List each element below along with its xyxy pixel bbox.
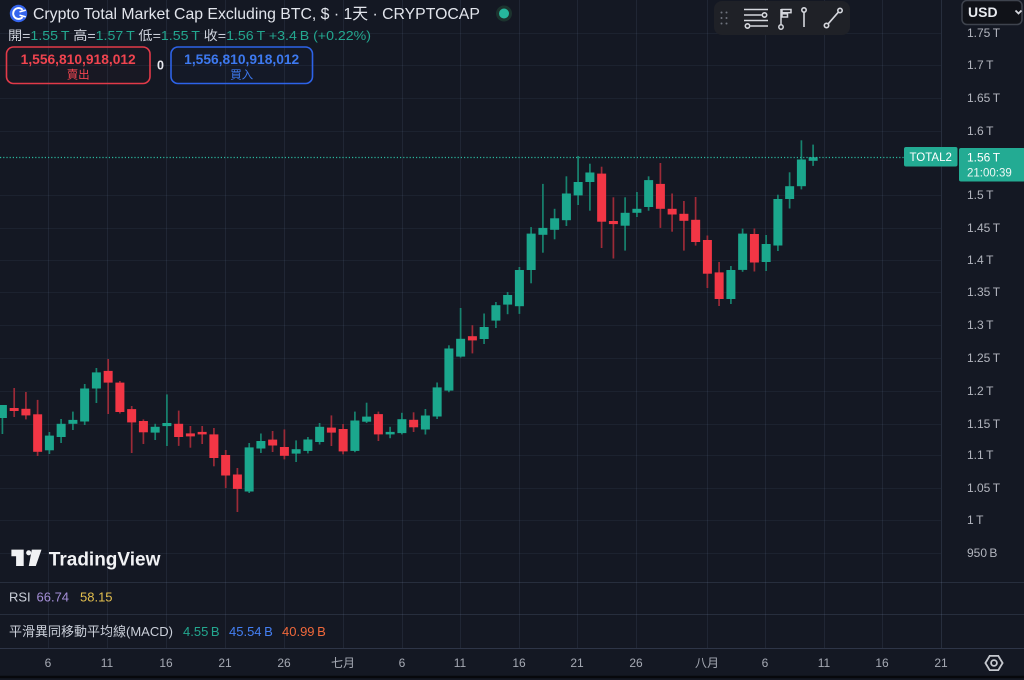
- svg-text:58.15: 58.15: [80, 590, 113, 605]
- svg-text:66.74: 66.74: [37, 590, 70, 605]
- svg-text:21: 21: [570, 656, 584, 670]
- svg-text:七月: 七月: [331, 656, 355, 670]
- svg-text:1 T: 1 T: [967, 513, 984, 527]
- svg-text:21:00:39: 21:00:39: [967, 168, 1012, 180]
- svg-text:1.15 T: 1.15 T: [967, 417, 1001, 431]
- svg-text:21: 21: [934, 656, 948, 670]
- svg-text:6: 6: [45, 656, 52, 670]
- svg-text:1,556,810,918,012: 1,556,810,918,012: [184, 52, 299, 67]
- svg-text:賣出: 賣出: [67, 68, 90, 82]
- svg-text:1.35 T: 1.35 T: [967, 285, 1001, 299]
- svg-text:1.7 T: 1.7 T: [967, 58, 994, 72]
- svg-text:26: 26: [629, 656, 643, 670]
- svg-text:11: 11: [454, 656, 467, 670]
- svg-text:1.1 T: 1.1 T: [967, 448, 994, 462]
- svg-text:買入: 買入: [230, 69, 253, 82]
- svg-text:開=1.55 T 高=1.57 T 低=1.55 T 收=1: 開=1.55 T 高= 1.57 T 低= 1.55 T 收= 1.56 T +3.4…: [8, 27, 371, 43]
- svg-text:1.25 T: 1.25 T: [967, 351, 1001, 365]
- svg-text:45.54 B: 45.54 B: [229, 624, 273, 639]
- svg-text:950 B: 950 B: [967, 546, 997, 560]
- svg-text:1.65 T: 1.65 T: [967, 91, 1001, 105]
- svg-text:16: 16: [875, 656, 889, 670]
- svg-text:TOTAL2: TOTAL2: [909, 152, 951, 164]
- svg-text:16: 16: [159, 656, 173, 670]
- svg-text:40.99 B: 40.99 B: [282, 624, 326, 639]
- svg-text:11: 11: [818, 656, 831, 670]
- svg-text:1.3 T: 1.3 T: [967, 318, 994, 332]
- svg-text:1.5 T: 1.5 T: [967, 188, 994, 202]
- svg-text:16: 16: [512, 656, 526, 670]
- svg-text:平滑異同移動平均線(MACD): 平滑異同移動平均線(MACD): [9, 624, 173, 639]
- svg-text:1.6 T: 1.6 T: [967, 124, 994, 138]
- svg-text:1,556,810,918,012: 1,556,810,918,012: [21, 52, 136, 67]
- svg-text:0: 0: [157, 59, 164, 73]
- svg-text:RSI: RSI: [9, 590, 31, 605]
- svg-text:Crypto Total Market Cap Exclud: Crypto Total Market Cap Excluding BTC, $…: [33, 6, 480, 23]
- svg-text:USD: USD: [968, 4, 998, 20]
- svg-text:1.2 T: 1.2 T: [967, 384, 994, 398]
- svg-text:1.45 T: 1.45 T: [967, 221, 1001, 235]
- svg-text:1.75 T: 1.75 T: [967, 26, 1001, 40]
- svg-text:1.4 T: 1.4 T: [967, 253, 994, 267]
- svg-text:TradingView: TradingView: [49, 550, 161, 571]
- svg-text:1.05 T: 1.05 T: [967, 481, 1001, 495]
- svg-text:26: 26: [277, 656, 291, 670]
- svg-text:八月: 八月: [695, 656, 719, 670]
- svg-text:6: 6: [399, 656, 406, 670]
- svg-text:6: 6: [762, 656, 769, 670]
- svg-text:21: 21: [218, 656, 232, 670]
- svg-text:1.56 T: 1.56 T: [967, 151, 1001, 165]
- svg-text:11: 11: [101, 656, 114, 670]
- svg-text:4.55 B: 4.55 B: [183, 624, 220, 639]
